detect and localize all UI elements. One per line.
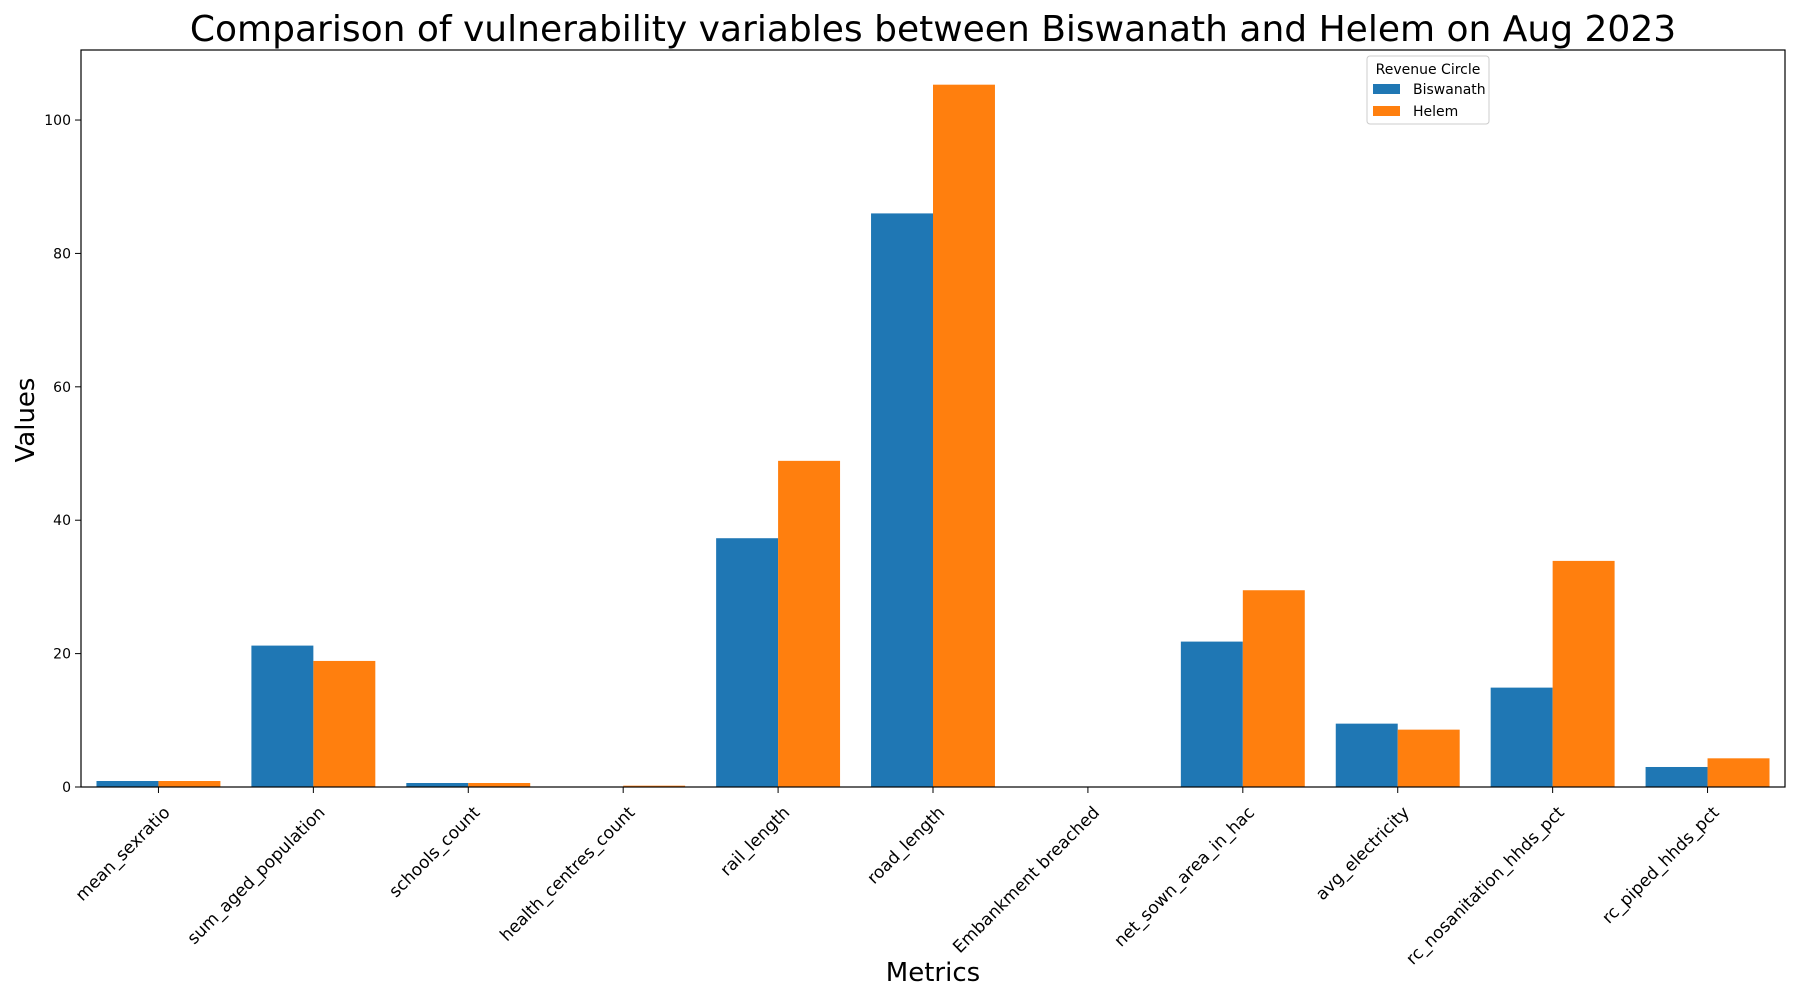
bar-helem-5 — [933, 84, 995, 788]
x-tick-label: Embankment breached — [949, 803, 1104, 958]
y-axis: 0 20 40 60 80 100 — [44, 113, 81, 796]
y-tick-label: 20 — [53, 647, 71, 663]
bar-biswanath-4 — [716, 538, 779, 787]
bar-helem-8 — [1397, 729, 1460, 787]
x-tick-label: health_centres_count — [496, 803, 639, 946]
y-axis-label: Values — [11, 378, 41, 463]
bars-group — [96, 84, 1770, 788]
bar-helem-9 — [1552, 560, 1615, 787]
chart-title: Comparison of vulnerability variables be… — [190, 9, 1676, 50]
bar-biswanath-7 — [1180, 641, 1243, 787]
x-tick-label: road_length — [864, 803, 950, 889]
x-tick-label: sum_aged_population — [184, 803, 330, 949]
x-tick-label: rc_nosanitation_hhds_pct — [1402, 803, 1568, 969]
bar-biswanath-1 — [251, 645, 314, 787]
bar-biswanath-0 — [96, 781, 159, 787]
legend-title: Revenue Circle — [1376, 62, 1481, 78]
legend-label-biswanath: Biswanath — [1413, 82, 1486, 98]
x-tick-label: mean_sexratio — [72, 803, 175, 906]
bar-biswanath-2 — [406, 783, 469, 787]
x-tick-label: rc_piped_hhds_pct — [1598, 803, 1723, 928]
x-tick-label: avg_electricity — [1312, 803, 1414, 905]
legend-swatch-biswanath — [1373, 84, 1400, 94]
y-tick-label: 60 — [53, 380, 71, 396]
y-tick-label: 0 — [62, 780, 71, 796]
y-tick-label: 80 — [53, 246, 71, 262]
legend-swatch-helem — [1373, 106, 1400, 116]
bar-biswanath-5 — [871, 213, 933, 787]
legend-label-helem: Helem — [1413, 104, 1458, 120]
bar-helem-3 — [623, 785, 686, 787]
bar-helem-4 — [778, 460, 841, 787]
x-tick-label: schools_count — [385, 803, 484, 902]
plot-frame — [80, 49, 1786, 788]
bar-biswanath-9 — [1490, 687, 1553, 787]
x-axis: mean_sexratio sum_aged_population schools_… — [72, 787, 1724, 969]
bar-helem-2 — [468, 783, 531, 787]
x-tick-label: rail_length — [717, 803, 794, 880]
x-axis-label: Metrics — [886, 958, 980, 988]
bar-biswanath-8 — [1335, 723, 1398, 787]
legend: Revenue Circle Biswanath Helem — [1366, 55, 1490, 125]
y-tick-label: 40 — [53, 513, 71, 529]
y-tick-label: 100 — [44, 113, 71, 129]
bar-helem-7 — [1242, 590, 1305, 787]
x-tick-label: net_sown_area_in_hac — [1111, 803, 1259, 951]
bar-helem-10 — [1707, 758, 1770, 787]
bar-helem-1 — [313, 660, 376, 787]
bar-helem-0 — [158, 781, 221, 787]
bar-biswanath-10 — [1645, 766, 1708, 787]
